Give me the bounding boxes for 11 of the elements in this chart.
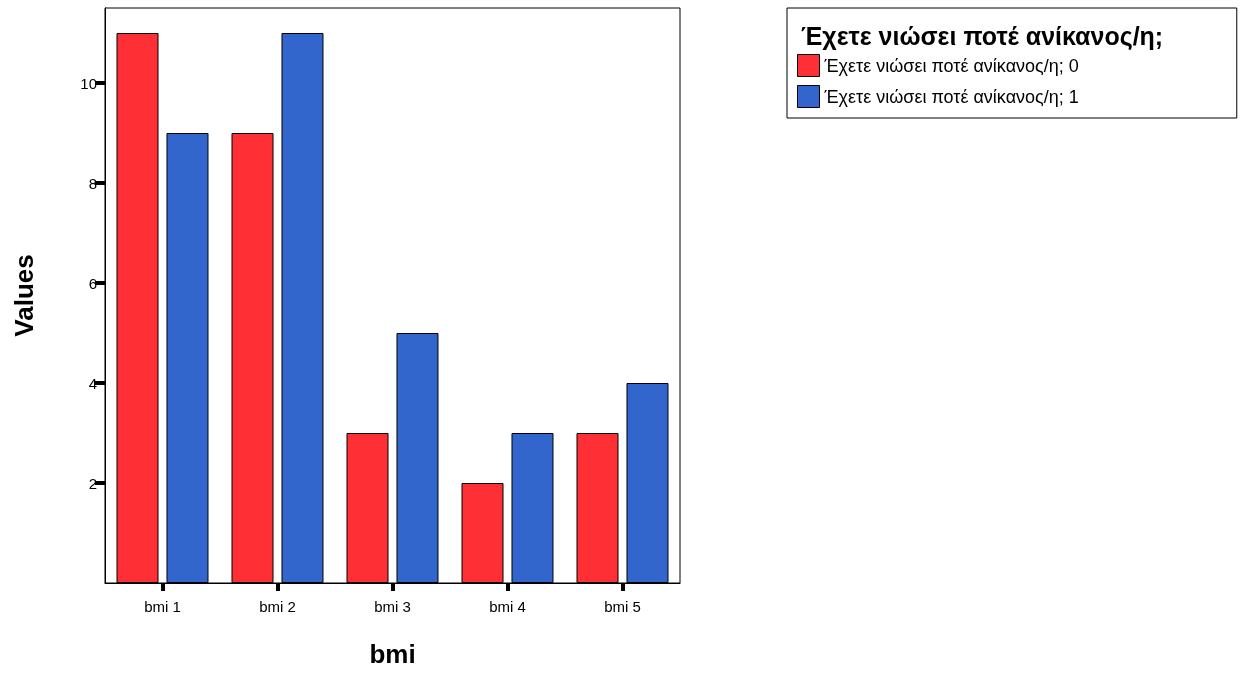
x-tick-label: bmi 5 (604, 598, 641, 615)
y-axis-title: Values (9, 254, 39, 337)
x-tick-label: bmi 3 (374, 598, 411, 615)
legend-label: Έχετε νιώσει ποτέ ανίκανος/η; 1 (823, 86, 1079, 107)
x-axis-title: bmi (369, 639, 416, 669)
legend-title: Έχετε νιώσει ποτέ ανίκανος/η; (801, 21, 1164, 51)
x-tick-label: bmi 2 (259, 598, 296, 615)
y-tick-label: 4 (88, 374, 97, 392)
x-tick-label: bmi 4 (489, 598, 526, 615)
x-tick-label: bmi 1 (144, 598, 181, 615)
legend-label: Έχετε νιώσει ποτέ ανίκανος/η; 0 (823, 55, 1079, 76)
